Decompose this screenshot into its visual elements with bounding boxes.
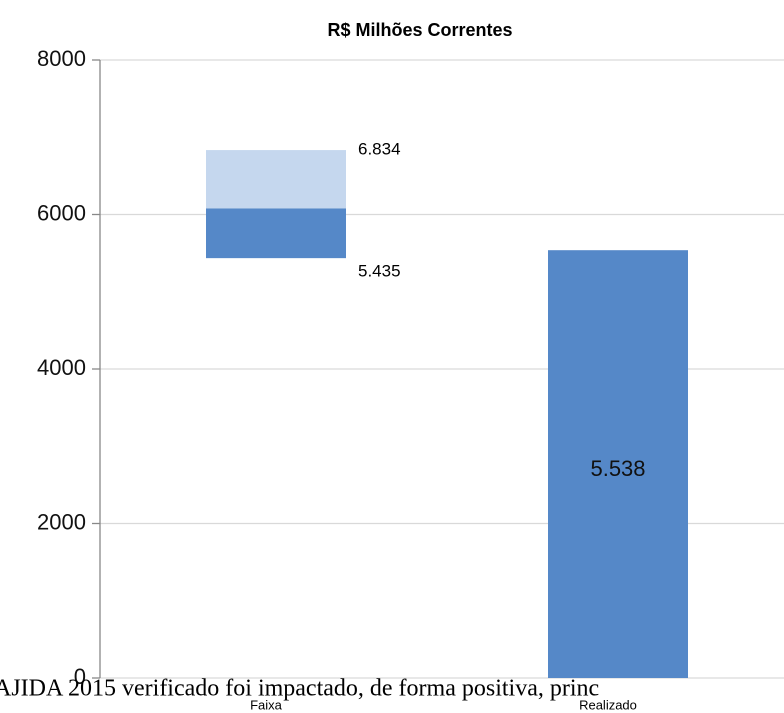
annotation: AJIDA 2015 verificado foi impactado, de … [0, 676, 599, 702]
range-low-segment [206, 208, 346, 259]
range-high-label: 6.834 [358, 140, 401, 159]
x-tick-label: Realizado [579, 697, 637, 712]
x-tick-label: Faixa [250, 697, 283, 712]
y-tick-label: 4000 [37, 355, 86, 380]
range-high-segment [206, 150, 346, 209]
value-label: 5.538 [590, 456, 645, 481]
range-low-label: 5.435 [358, 262, 401, 281]
y-tick-label: 8000 [37, 46, 86, 71]
y-tick-label: 2000 [37, 509, 86, 534]
y-tick-label: 6000 [37, 200, 86, 225]
y-tick-label: 0 [74, 664, 86, 689]
chart-title: R$ Milhões Correntes [327, 20, 512, 40]
bar [548, 250, 688, 678]
